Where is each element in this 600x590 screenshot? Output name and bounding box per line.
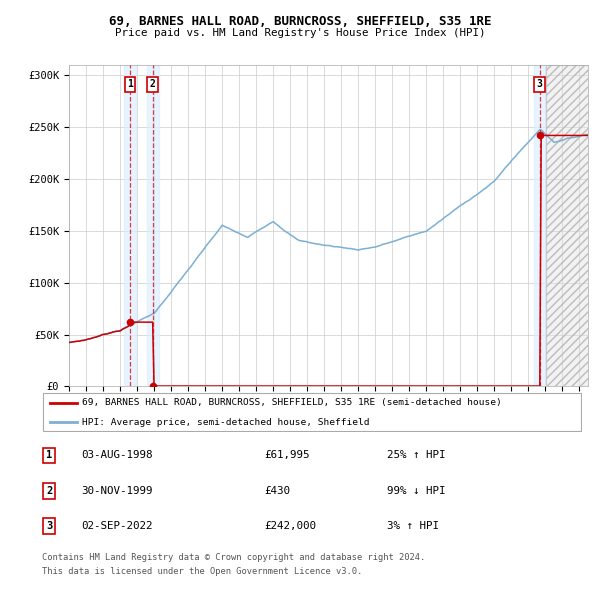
Text: 30-NOV-1999: 30-NOV-1999	[81, 486, 152, 496]
Text: 1: 1	[46, 451, 52, 460]
Text: £430: £430	[264, 486, 290, 496]
FancyBboxPatch shape	[43, 393, 581, 431]
Text: 2: 2	[150, 80, 155, 89]
Text: 3: 3	[46, 522, 52, 531]
Bar	[546, 65, 600, 386]
Bar	[534, 65, 546, 386]
Text: Price paid vs. HM Land Registry's House Price Index (HPI): Price paid vs. HM Land Registry's House …	[115, 28, 485, 38]
Text: 2: 2	[46, 486, 52, 496]
Text: £61,995: £61,995	[264, 451, 310, 460]
Text: 69, BARNES HALL ROAD, BURNCROSS, SHEFFIELD, S35 1RE (semi-detached house): 69, BARNES HALL ROAD, BURNCROSS, SHEFFIE…	[83, 398, 502, 408]
Text: 3: 3	[537, 80, 543, 89]
Bar	[147, 65, 158, 386]
Text: £242,000: £242,000	[264, 522, 316, 531]
Text: 1: 1	[127, 80, 133, 89]
Text: 25% ↑ HPI: 25% ↑ HPI	[387, 451, 445, 460]
Bar	[546, 65, 600, 386]
Text: 3% ↑ HPI: 3% ↑ HPI	[387, 522, 439, 531]
Text: Contains HM Land Registry data © Crown copyright and database right 2024.: Contains HM Land Registry data © Crown c…	[42, 553, 425, 562]
Text: This data is licensed under the Open Government Licence v3.0.: This data is licensed under the Open Gov…	[42, 566, 362, 576]
Text: 02-SEP-2022: 02-SEP-2022	[81, 522, 152, 531]
Text: 99% ↓ HPI: 99% ↓ HPI	[387, 486, 445, 496]
Text: 03-AUG-1998: 03-AUG-1998	[81, 451, 152, 460]
Text: HPI: Average price, semi-detached house, Sheffield: HPI: Average price, semi-detached house,…	[83, 418, 370, 427]
Bar	[124, 65, 136, 386]
Text: 69, BARNES HALL ROAD, BURNCROSS, SHEFFIELD, S35 1RE: 69, BARNES HALL ROAD, BURNCROSS, SHEFFIE…	[109, 15, 491, 28]
